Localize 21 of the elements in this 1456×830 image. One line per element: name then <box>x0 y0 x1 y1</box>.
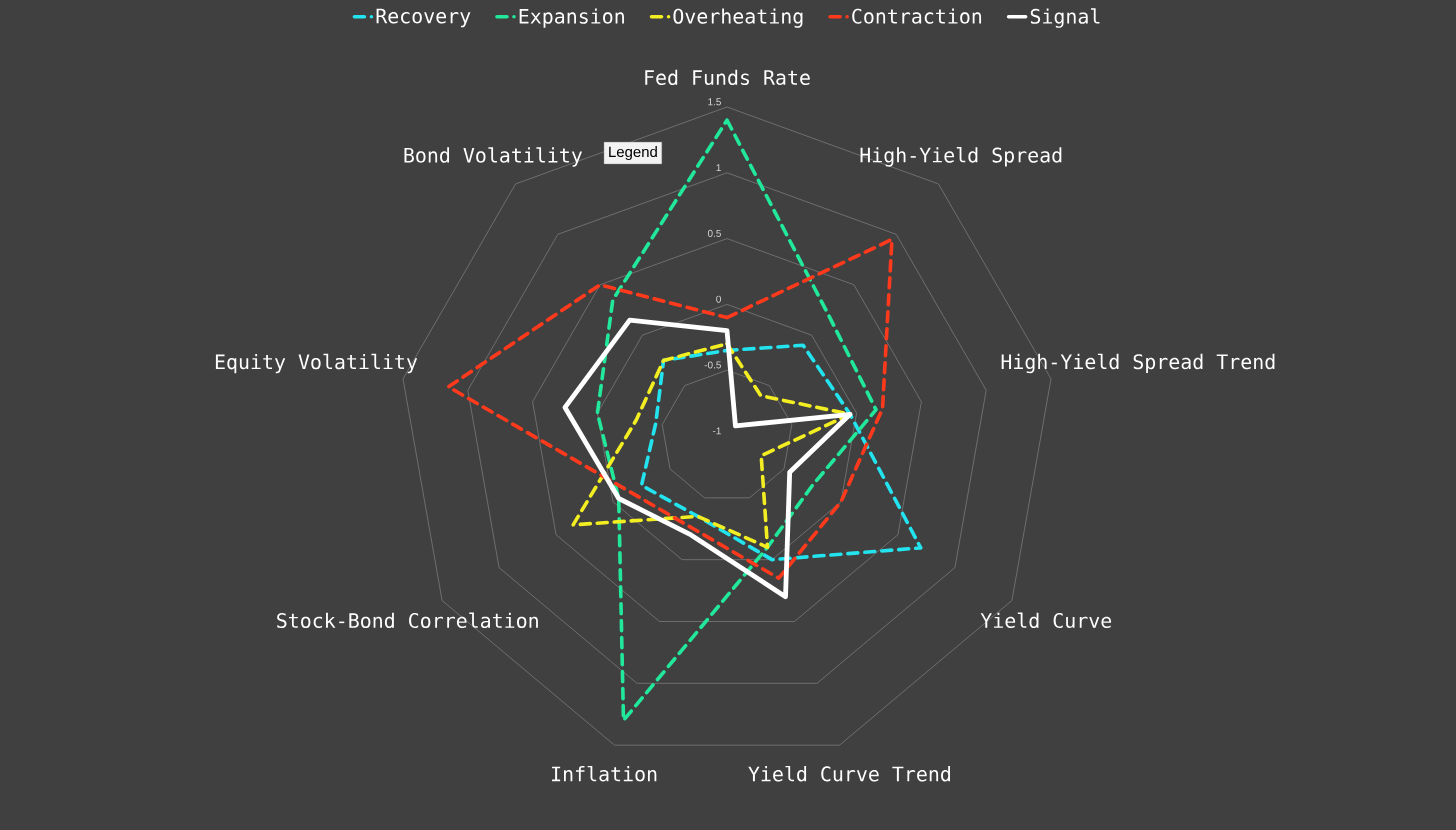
legend-label: Signal <box>1030 8 1100 28</box>
y-tick-label: 0 <box>716 295 721 303</box>
legend-label: Recovery <box>376 8 471 28</box>
y-tick-label: 0.5 <box>707 229 721 237</box>
spoke-label: High-Yield Spread Trend <box>1001 353 1275 374</box>
spoke-label: Fed Funds Rate <box>645 69 810 86</box>
y-tick-label: 1 <box>716 164 721 172</box>
spoke-label: Yield Curve <box>980 612 1112 629</box>
spoke-label: Equity Volatility <box>215 353 418 374</box>
y-tick-label: 1.5 <box>708 98 721 106</box>
spoke-label: Inflation <box>552 765 657 782</box>
spoke-label: Yield Curve Trend <box>748 765 950 782</box>
spoke-label: High-Yield Spread <box>860 147 1062 167</box>
y-tick-label: -0.5 <box>704 361 721 369</box>
spoke-label: Stock-Bond Correlation <box>277 612 538 629</box>
legend-label: Contraction <box>852 8 982 24</box>
y-tick-label: -1 <box>712 427 721 435</box>
legend-label: Expansion <box>519 8 624 28</box>
legend-label: Overheating <box>673 8 803 28</box>
text: Legend <box>609 146 657 161</box>
spoke-label: Bond Volatility <box>404 147 583 167</box>
